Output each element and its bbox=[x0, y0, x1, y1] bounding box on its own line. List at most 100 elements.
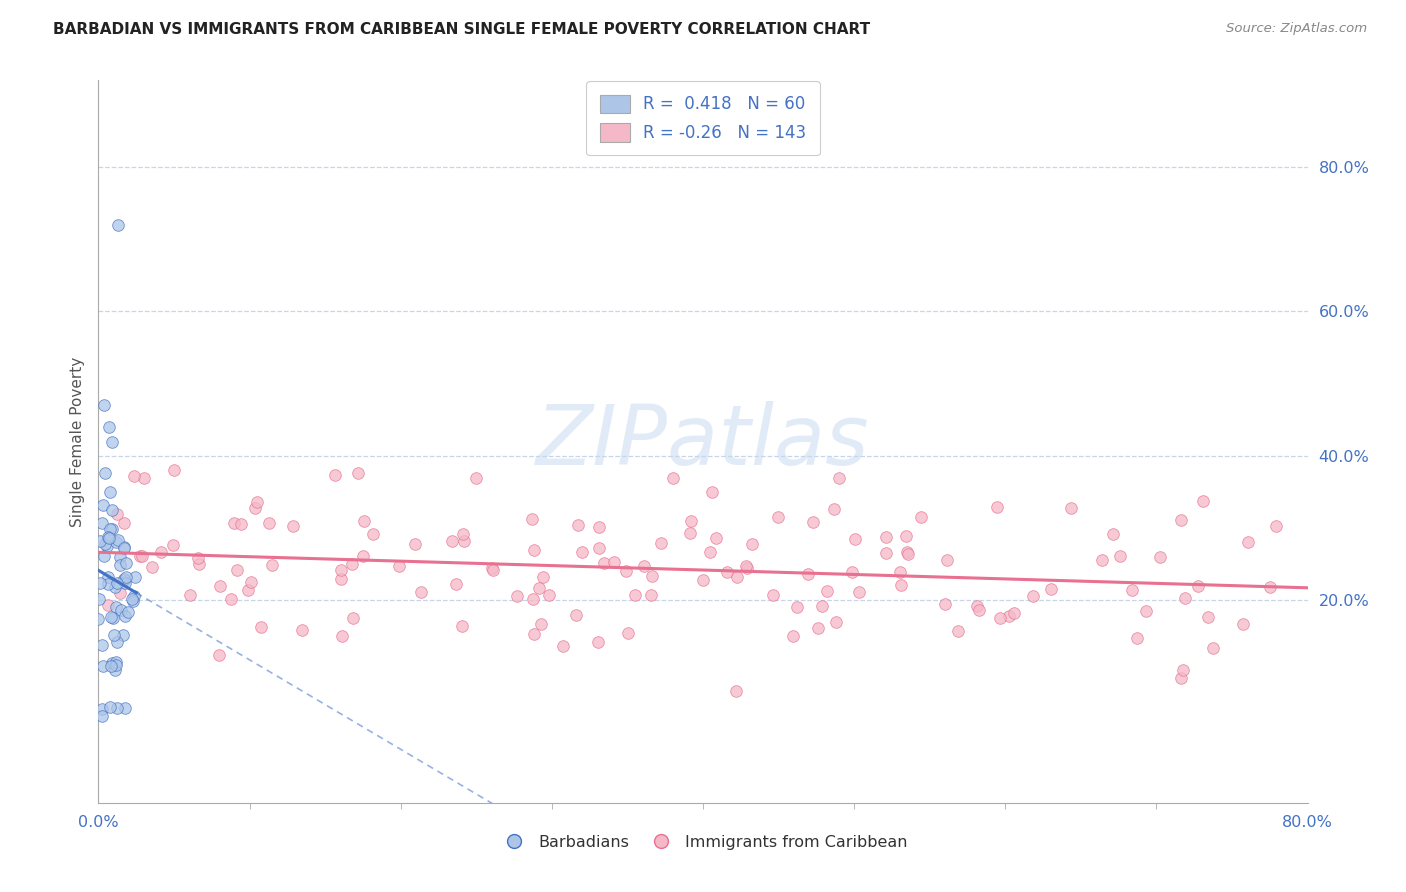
Point bbox=[894, 529, 917, 543]
Point bbox=[101, 656, 124, 670]
Point bbox=[988, 611, 1011, 625]
Point bbox=[796, 567, 818, 582]
Point bbox=[112, 541, 135, 555]
Point bbox=[93, 467, 115, 481]
Point bbox=[352, 549, 374, 564]
Point bbox=[1187, 578, 1209, 592]
Point bbox=[132, 471, 155, 485]
Point bbox=[101, 522, 124, 536]
Point bbox=[1258, 580, 1281, 594]
Point bbox=[105, 534, 128, 549]
Point bbox=[811, 599, 834, 613]
Point bbox=[114, 576, 136, 591]
Point bbox=[522, 627, 544, 641]
Point bbox=[340, 557, 363, 571]
Point bbox=[93, 398, 115, 412]
Point bbox=[520, 512, 543, 526]
Point bbox=[90, 638, 112, 652]
Point bbox=[640, 568, 662, 582]
Point bbox=[329, 573, 352, 587]
Point bbox=[209, 579, 232, 593]
Point bbox=[179, 588, 201, 602]
Point bbox=[624, 588, 647, 602]
Point bbox=[823, 501, 845, 516]
Point bbox=[112, 572, 135, 586]
Point bbox=[141, 560, 163, 574]
Point bbox=[108, 586, 131, 600]
Point bbox=[98, 522, 121, 536]
Point bbox=[219, 591, 242, 606]
Point bbox=[603, 555, 626, 569]
Point bbox=[565, 608, 588, 623]
Point bbox=[112, 574, 135, 588]
Point bbox=[409, 585, 432, 599]
Point bbox=[114, 609, 136, 624]
Point bbox=[122, 594, 145, 608]
Point bbox=[824, 615, 846, 629]
Point bbox=[1060, 500, 1083, 515]
Point bbox=[848, 585, 870, 599]
Point bbox=[231, 516, 253, 531]
Point bbox=[115, 556, 138, 570]
Point bbox=[890, 578, 912, 592]
Point bbox=[699, 545, 721, 559]
Point bbox=[117, 605, 139, 619]
Point bbox=[257, 516, 280, 531]
Point bbox=[108, 558, 131, 572]
Point bbox=[105, 507, 128, 521]
Point bbox=[1170, 671, 1192, 685]
Point bbox=[87, 612, 110, 626]
Point bbox=[741, 537, 763, 551]
Point bbox=[245, 500, 267, 515]
Point bbox=[640, 588, 662, 602]
Point bbox=[735, 559, 758, 574]
Point bbox=[815, 584, 838, 599]
Point bbox=[112, 516, 135, 530]
Point bbox=[353, 514, 375, 528]
Point bbox=[1002, 606, 1025, 620]
Point bbox=[112, 628, 135, 642]
Text: BARBADIAN VS IMMIGRANTS FROM CARIBBEAN SINGLE FEMALE POVERTY CORRELATION CHART: BARBADIAN VS IMMIGRANTS FROM CARIBBEAN S… bbox=[53, 22, 870, 37]
Point bbox=[104, 655, 127, 669]
Point bbox=[1022, 589, 1045, 603]
Point bbox=[107, 218, 129, 232]
Point bbox=[567, 517, 589, 532]
Point bbox=[1174, 591, 1197, 605]
Point bbox=[1121, 582, 1143, 597]
Point bbox=[875, 530, 897, 544]
Point bbox=[388, 558, 411, 573]
Point bbox=[98, 485, 121, 500]
Point bbox=[1173, 663, 1195, 677]
Point bbox=[935, 553, 957, 567]
Point bbox=[451, 526, 474, 541]
Legend: Barbadians, Immigrants from Caribbean: Barbadians, Immigrants from Caribbean bbox=[492, 829, 914, 856]
Point bbox=[440, 534, 463, 549]
Point bbox=[260, 558, 283, 572]
Point bbox=[104, 599, 127, 614]
Point bbox=[162, 539, 184, 553]
Y-axis label: Single Female Poverty: Single Female Poverty bbox=[69, 357, 84, 526]
Point bbox=[103, 611, 125, 625]
Point bbox=[224, 516, 246, 530]
Point bbox=[465, 471, 488, 485]
Point bbox=[330, 629, 353, 643]
Point bbox=[841, 565, 863, 579]
Point bbox=[101, 503, 124, 517]
Point bbox=[531, 570, 554, 584]
Point bbox=[453, 533, 475, 548]
Point bbox=[1191, 494, 1213, 508]
Point bbox=[844, 533, 866, 547]
Point bbox=[967, 603, 990, 617]
Point bbox=[363, 526, 385, 541]
Point bbox=[107, 533, 129, 548]
Point bbox=[1264, 519, 1286, 533]
Point bbox=[101, 434, 124, 449]
Point bbox=[131, 549, 153, 563]
Point bbox=[110, 549, 132, 564]
Point bbox=[553, 639, 575, 653]
Point bbox=[679, 525, 702, 540]
Point bbox=[114, 701, 136, 715]
Point bbox=[966, 599, 988, 614]
Point bbox=[110, 602, 132, 616]
Point bbox=[633, 559, 655, 574]
